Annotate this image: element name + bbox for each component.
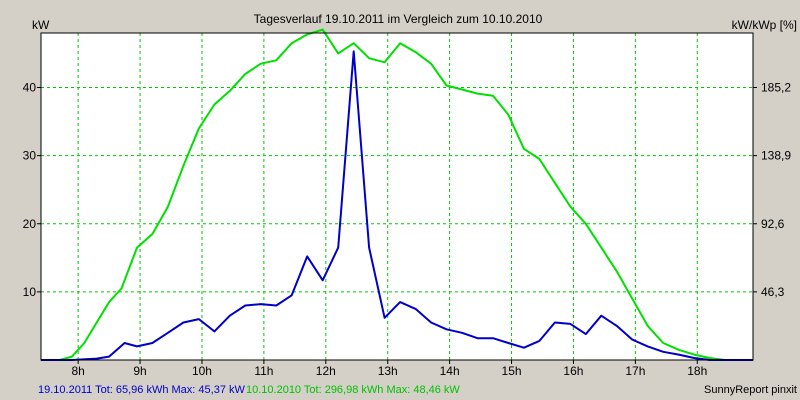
x-tick-label: 14h bbox=[440, 364, 460, 378]
x-tick-label: 10h bbox=[192, 364, 212, 378]
y-axis-left-ticks: 10 20 30 40 bbox=[23, 81, 41, 299]
footer-credit: SunnyReport pinxit bbox=[704, 384, 797, 396]
x-tick-label: 17h bbox=[625, 364, 645, 378]
chart-title: Tagesverlauf 19.10.2011 im Vergleich zum… bbox=[254, 12, 543, 26]
x-tick-label: 16h bbox=[563, 364, 583, 378]
y-right-tick-label: 185,2 bbox=[761, 81, 791, 95]
y-axis-right-ticks: 46,3 92,6 138,9 185,2 bbox=[753, 81, 791, 299]
plot-area bbox=[41, 33, 753, 360]
x-tick-label: 15h bbox=[502, 364, 522, 378]
y-left-tick-label: 10 bbox=[23, 285, 37, 299]
x-tick-label: 11h bbox=[254, 364, 273, 378]
series-layer bbox=[41, 28, 753, 361]
legend-2011: 19.10.2011 Tot: 65,96 kWh Max: 45,37 kW bbox=[38, 384, 245, 396]
x-tick-label: 9h bbox=[133, 364, 146, 378]
series-line-19.10.2011 bbox=[41, 50, 753, 361]
x-axis-ticks: 8h 9h 10h 11h 12h 13h 14h 15h 16h 17h 18h bbox=[71, 360, 707, 378]
y-right-tick-label: 46,3 bbox=[761, 285, 785, 299]
y-axis-right-label: kW/kWp [%] bbox=[732, 18, 797, 32]
y-right-tick-label: 138,9 bbox=[761, 149, 791, 163]
x-tick-label: 8h bbox=[71, 364, 84, 378]
plot-border bbox=[40, 32, 754, 361]
y-left-tick-label: 40 bbox=[23, 81, 37, 95]
legend-2010: 10.10.2010 Tot: 296,98 kWh Max: 48,46 kW bbox=[246, 384, 460, 396]
x-tick-label: 12h bbox=[316, 364, 336, 378]
x-tick-label: 18h bbox=[687, 364, 707, 378]
y-left-tick-label: 20 bbox=[23, 217, 37, 231]
y-axis-left-label: kW bbox=[32, 18, 50, 32]
y-left-tick-label: 30 bbox=[23, 149, 37, 163]
x-tick-label: 13h bbox=[378, 364, 398, 378]
y-right-tick-label: 92,6 bbox=[761, 217, 785, 231]
series-line-10.10.2010 bbox=[41, 28, 753, 361]
